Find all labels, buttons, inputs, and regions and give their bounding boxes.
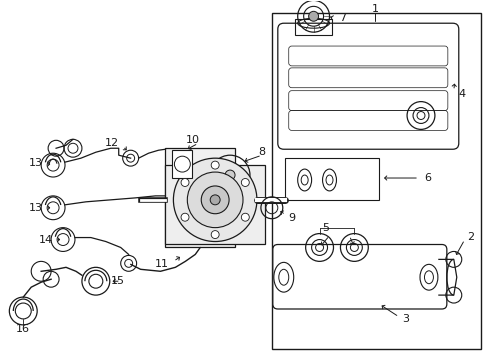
Text: 2: 2 bbox=[466, 231, 473, 242]
Circle shape bbox=[210, 195, 220, 205]
Text: 16: 16 bbox=[16, 324, 30, 334]
Text: 3: 3 bbox=[401, 314, 408, 324]
Circle shape bbox=[308, 11, 318, 21]
Bar bbox=[271, 13, 480, 349]
Text: 10: 10 bbox=[186, 135, 200, 145]
Text: 12: 12 bbox=[104, 138, 119, 148]
Circle shape bbox=[181, 179, 189, 186]
Circle shape bbox=[211, 231, 219, 239]
Circle shape bbox=[187, 172, 243, 228]
Text: 9: 9 bbox=[287, 213, 294, 223]
Polygon shape bbox=[165, 148, 235, 247]
Polygon shape bbox=[172, 150, 192, 178]
Text: 1: 1 bbox=[371, 4, 378, 14]
Text: 15: 15 bbox=[111, 276, 124, 286]
Circle shape bbox=[241, 179, 249, 186]
Circle shape bbox=[211, 161, 219, 169]
Bar bbox=[294, 19, 332, 35]
Text: 6: 6 bbox=[423, 173, 430, 183]
Text: 4: 4 bbox=[458, 89, 465, 99]
Text: 14: 14 bbox=[39, 234, 53, 244]
Text: 7: 7 bbox=[339, 13, 346, 23]
Circle shape bbox=[181, 213, 189, 221]
Ellipse shape bbox=[224, 170, 235, 180]
FancyBboxPatch shape bbox=[277, 23, 458, 149]
Text: 13: 13 bbox=[29, 158, 43, 168]
Text: 11: 11 bbox=[154, 259, 168, 269]
Circle shape bbox=[241, 213, 249, 221]
Circle shape bbox=[173, 158, 256, 242]
Text: 8: 8 bbox=[257, 147, 264, 157]
Text: 13: 13 bbox=[29, 203, 43, 213]
Text: 5: 5 bbox=[322, 222, 328, 233]
FancyBboxPatch shape bbox=[272, 244, 446, 309]
Bar bbox=[284, 158, 379, 200]
Polygon shape bbox=[165, 165, 264, 244]
Circle shape bbox=[201, 186, 228, 214]
